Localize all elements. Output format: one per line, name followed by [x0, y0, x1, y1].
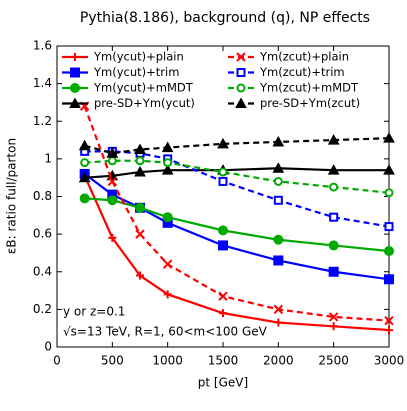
marker	[134, 166, 146, 177]
x-tick-label: 0	[53, 354, 61, 368]
marker	[273, 176, 283, 186]
marker	[219, 309, 227, 318]
x-tick-label: 500	[101, 354, 124, 368]
marker	[273, 234, 284, 245]
marker	[383, 164, 395, 175]
series-line	[84, 137, 390, 155]
legend-marker	[70, 67, 80, 78]
y-tick-label: 0.4	[33, 264, 52, 278]
series-line	[83, 105, 390, 322]
marker	[162, 259, 173, 269]
legend-marker	[236, 68, 246, 77]
marker	[135, 202, 145, 213]
marker	[161, 164, 174, 175]
series-line	[84, 167, 389, 179]
marker	[78, 139, 91, 151]
legend-label: Ym(zcut)+plain	[259, 50, 349, 64]
y-tick-label: 1	[44, 151, 52, 165]
marker	[218, 291, 228, 301]
y-tick-label: 0.6	[33, 227, 52, 241]
marker	[272, 162, 285, 173]
legend-label: pre-SD+Ym(ycut)	[94, 96, 195, 110]
y-tick-label: 1.6	[33, 39, 52, 53]
marker	[384, 274, 394, 285]
marker	[384, 246, 394, 257]
marker	[218, 225, 228, 236]
marker	[107, 156, 117, 166]
marker	[79, 193, 90, 204]
marker	[384, 188, 394, 198]
x-tick-label: 1500	[208, 354, 239, 368]
marker	[108, 233, 117, 242]
marker	[272, 135, 285, 147]
marker	[385, 326, 393, 335]
legend-marker	[235, 97, 247, 108]
marker	[218, 167, 228, 177]
marker	[107, 195, 118, 206]
marker	[273, 255, 284, 266]
annotation: y or z=0.1	[63, 305, 125, 319]
marker	[329, 322, 338, 331]
legend-label: Ym(zcut)+mMDT	[259, 81, 359, 95]
marker	[384, 222, 394, 232]
marker	[328, 312, 339, 322]
marker	[274, 318, 283, 327]
legend-label: Ym(ycut)+trim	[93, 65, 179, 79]
x-tick-label: 2500	[318, 354, 349, 368]
marker	[273, 195, 283, 205]
series-line	[84, 159, 390, 194]
legend-marker	[71, 53, 79, 61]
marker	[135, 156, 145, 166]
marker	[384, 315, 394, 326]
x-axis-label: pt [GeV]	[198, 376, 248, 390]
marker	[135, 229, 145, 239]
annotation: √s=13 TeV, R=1, 60<m<100 GeV	[63, 325, 268, 339]
marker	[329, 182, 339, 192]
legend-label: Ym(zcut)+trim	[259, 65, 345, 79]
marker	[163, 158, 173, 168]
chart-title: Pythia(8.186), background (q), NP effect…	[80, 10, 370, 26]
marker	[136, 271, 144, 280]
marker	[134, 143, 146, 154]
marker	[78, 171, 91, 183]
series-line	[84, 197, 390, 253]
y-axis-label: εB: ratio full/parton	[5, 138, 19, 254]
marker	[218, 176, 228, 186]
marker	[218, 240, 228, 251]
x-tick-label: 3000	[374, 354, 405, 368]
marker	[383, 132, 395, 143]
y-tick-label: 0.2	[33, 302, 52, 316]
marker	[329, 212, 339, 222]
y-tick-label: 1.2	[33, 114, 52, 128]
marker	[327, 134, 340, 145]
marker	[163, 290, 172, 299]
legend-marker	[236, 52, 246, 62]
marker	[328, 266, 339, 277]
y-tick-label: 0	[44, 340, 52, 354]
marker	[107, 176, 118, 187]
marker	[328, 240, 339, 251]
legend-label: pre-SD+Ym(zcut)	[260, 96, 360, 110]
marker	[273, 304, 284, 315]
y-tick-label: 1.4	[33, 76, 52, 90]
series-line	[83, 175, 390, 332]
marker	[80, 158, 90, 168]
marker	[217, 137, 229, 149]
x-tick-label: 1000	[152, 354, 183, 368]
legend-label: Ym(ycut)+plain	[93, 50, 184, 64]
marker	[161, 141, 174, 153]
marker	[327, 164, 340, 175]
y-tick-label: 0.8	[33, 189, 52, 203]
x-tick-label: 2000	[263, 354, 294, 368]
marker	[106, 147, 119, 158]
legend-label: Ym(ycut)+mMDT	[93, 81, 194, 95]
legend-marker	[70, 83, 80, 93]
legend-marker	[236, 83, 246, 93]
legend-marker	[69, 97, 81, 108]
marker	[162, 212, 173, 223]
